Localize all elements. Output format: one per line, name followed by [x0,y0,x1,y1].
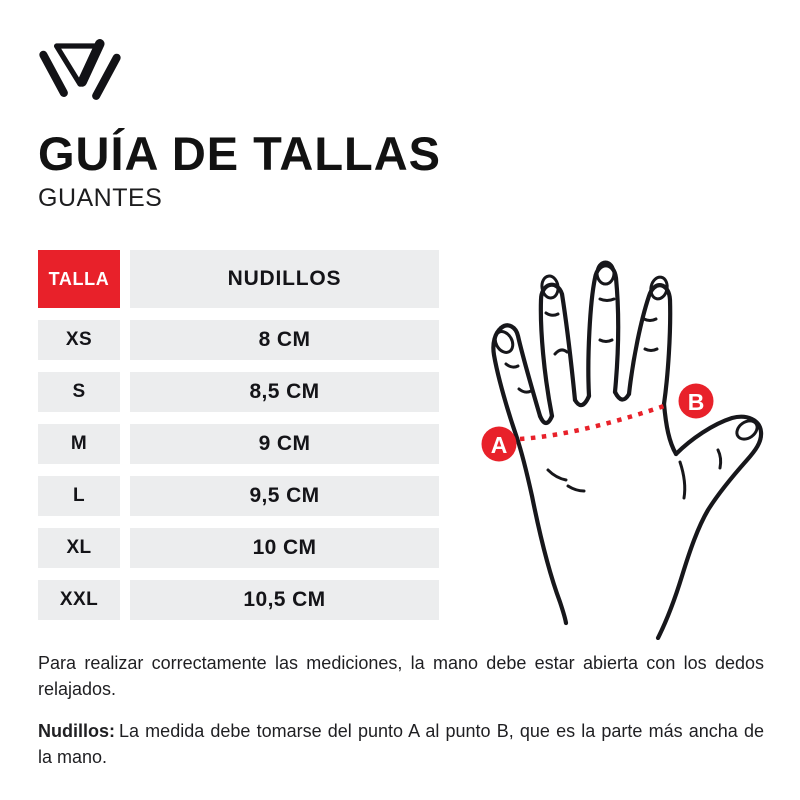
value-cell: 9,5 CM [130,476,439,516]
note-knuckles-text: La medida debe tomarse del punto A al pu… [38,721,764,767]
point-b-badge: B [678,383,714,419]
point-a-label: A [491,432,508,458]
page-title: GUÍA DE TALLAS [38,127,442,180]
table-row: XXL 10,5 CM [38,580,439,620]
point-b-label: B [688,389,705,415]
value-cell: 10 CM [130,528,439,568]
note-knuckles: Nudillos: La medida debe tomarse del punt… [38,718,764,770]
size-cell: M [38,424,120,464]
hand-diagram: A B [470,240,790,641]
point-a-badge: A [481,426,517,462]
value-cell: 10,5 CM [130,580,439,620]
value-cell: 8 CM [130,320,439,360]
table-row: XS 8 CM [38,320,439,360]
seven-triangle-logo-icon [39,39,121,100]
size-cell: XS [38,320,120,360]
table-row: S 8,5 CM [38,372,439,412]
header-block: GUÍA DE TALLAS GUANTES [38,129,441,213]
brand-logo [36,31,124,105]
notes: Para realizar correctamente las medicion… [38,650,764,770]
talla-header-cell: TALLA [38,250,120,308]
nudillos-header-cell: NUDILLOS [130,250,439,308]
note-measure-instructions: Para realizar correctamente las medicion… [38,653,764,699]
page-subtitle: GUANTES [38,184,163,213]
size-cell: L [38,476,120,516]
size-table: TALLA NUDILLOS XS 8 CM S 8,5 CM M 9 CM L… [38,250,439,632]
hand-illustration: A B [481,260,764,641]
note-knuckles-label: Nudillos: [38,721,115,741]
value-cell: 9 CM [130,424,439,464]
size-cell: XL [38,528,120,568]
size-cell: XXL [38,580,120,620]
value-cell: 8,5 CM [130,372,439,412]
size-cell: S [38,372,120,412]
table-row: L 9,5 CM [38,476,439,516]
table-row: XL 10 CM [38,528,439,568]
table-row: M 9 CM [38,424,439,464]
table-header-row: TALLA NUDILLOS [38,250,439,308]
